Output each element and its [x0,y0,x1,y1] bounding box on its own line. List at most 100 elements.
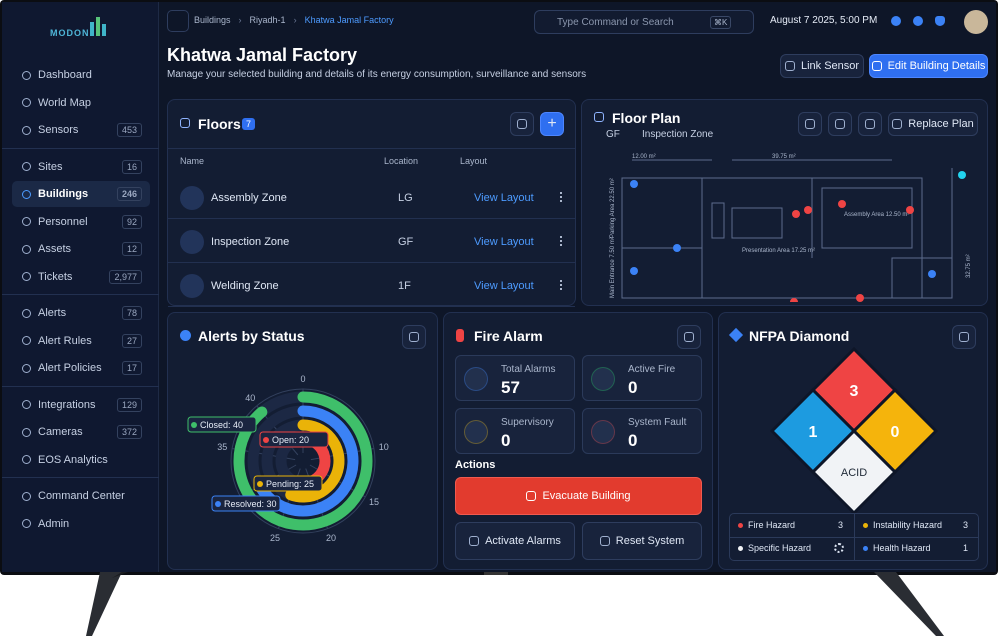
view-layout-link[interactable]: View Layout [474,236,534,248]
nav-item[interactable]: Assets 12 [12,236,150,262]
icon [22,217,31,226]
sensor-dots [630,171,966,302]
icon [22,125,31,135]
download-button[interactable] [798,112,822,136]
icon [469,536,480,546]
nav-item[interactable]: Admin [12,511,150,537]
icon [22,427,31,437]
nav-item[interactable]: Buildings 246 [12,181,150,207]
crumb[interactable]: Riyadh-1 [249,15,286,25]
replace-plan-button[interactable]: Replace Plan [888,112,978,136]
icon [517,119,527,129]
special-quadrant [810,428,898,513]
crumb[interactable]: Khatwa Jamal Factory [304,15,394,25]
stat-value: 0 [628,431,638,450]
page-title: Khatwa Jamal Factory [167,45,358,65]
plan-label: Parking Area 22.50 m² [610,178,616,238]
column-header[interactable]: Layout [460,156,488,166]
hazard-icon [834,543,844,553]
expand-button[interactable] [952,325,976,349]
tick-label: 15 [369,497,379,507]
radial-bar [233,391,373,531]
globe-icon[interactable] [891,16,901,26]
row-menu[interactable] [560,192,562,202]
plan-zone: Inspection Zone [642,129,714,140]
nav-label: Alerts [38,307,67,319]
theme-icon[interactable] [913,16,923,26]
search-box[interactable]: Type Command or Search ⌘K [534,10,754,34]
legend-value: 1 [963,543,969,553]
icon [456,329,464,342]
view-layout-link[interactable]: View Layout [474,280,534,292]
action-button[interactable]: Evacuate Building [455,477,702,515]
stat-label: Total Alarms [501,364,556,375]
nav-item[interactable]: Dashboard [12,62,150,88]
nav-item[interactable]: Alerts 78 [12,300,150,326]
stat-value: 0 [501,431,511,450]
nav-count: 12 [121,242,142,256]
floor-location: GF [398,236,414,248]
settings-button[interactable] [828,112,852,136]
expand-button[interactable] [858,112,882,136]
floor-location: 1F [398,280,411,292]
nav-item[interactable]: World Map [12,90,150,116]
legend-dot [863,523,868,528]
tick-label: 40 [245,393,255,403]
label: Link Sensor [800,60,860,72]
crumb[interactable]: Buildings [194,15,231,25]
stat-icon [464,367,488,391]
panel-title: Floor Plan [612,110,681,126]
stat-card: Total Alarms 57 [455,355,575,401]
nav-item[interactable]: Personnel 92 [12,209,150,235]
panel-title: Alerts by Status [198,328,305,344]
tv-stand [86,572,944,636]
floor-plan-panel: Floor Plan GF Inspection Zone Replace Pl… [581,99,988,306]
expand-button[interactable] [677,325,701,349]
nav-count: 453 [116,123,142,137]
label: Edit Building Details [887,60,986,72]
row-menu[interactable] [560,236,562,246]
avatar[interactable] [964,10,988,34]
plan-label: Assembly Area 12.50 m² [844,212,909,218]
icon [22,162,31,171]
icon [180,118,190,128]
bell-icon[interactable] [935,16,945,26]
nav-item[interactable]: Alert Rules 27 [12,328,150,354]
add-floor-button[interactable]: + [540,112,564,136]
nav-item[interactable]: Tickets 2,977 [12,264,150,290]
nav-item[interactable]: Sites 16 [12,154,150,180]
link-sensor-button[interactable]: Link Sensor [780,54,864,78]
legend-label: Fire Hazard [748,520,796,530]
nav-item[interactable]: Alert Policies 17 [12,355,150,381]
row-menu[interactable] [560,280,562,290]
nav-count: 92 [121,214,142,229]
stat-icon [591,420,615,444]
stat-label: Active Fire [628,364,676,375]
column-header[interactable]: Name [180,156,205,166]
icon [22,308,31,318]
floor-name: Assembly Zone [211,192,287,204]
edit-building-button[interactable]: Edit Building Details [869,54,988,78]
floor-name: Welding Zone [211,280,279,292]
nav-item[interactable]: Integrations 129 [12,392,150,418]
plan-labels: 12.00 m² 39.75 m² Parking Area 22.50 m² Ass… [610,154,972,298]
view-layout-link[interactable]: View Layout [474,192,534,204]
nav-item[interactable]: Command Center [12,483,150,509]
legend-value: 3 [963,520,969,530]
nav-item[interactable]: EOS Analytics [12,447,150,473]
column-header[interactable]: Location [384,156,419,166]
legend-dot [263,437,269,443]
datetime: August 7 2025, 5:00 PM [770,15,878,26]
action-button[interactable]: Activate Alarms [455,522,575,560]
fire-alarm-panel: Fire Alarm Actions Total Alarms 57 Active … [443,312,713,570]
home-button[interactable] [167,10,189,32]
nav-item[interactable]: Cameras 372 [12,419,150,445]
action-button[interactable]: Reset System [582,522,702,560]
download-button[interactable] [510,112,534,136]
nav-item[interactable]: Sensors 453 [12,117,150,143]
expand-button[interactable] [402,325,426,349]
nav-separator [2,385,159,387]
legend-label: Instability Hazard [873,520,943,530]
icon [594,112,604,122]
tick-label: 10 [379,442,389,452]
